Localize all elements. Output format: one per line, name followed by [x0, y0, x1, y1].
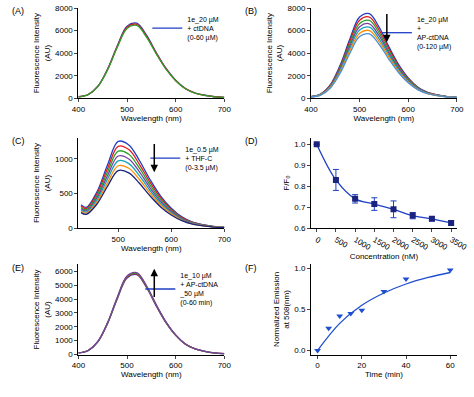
svg-text:600: 600 — [169, 105, 183, 114]
svg-text:6000: 6000 — [55, 26, 73, 35]
svg-text:0: 0 — [301, 94, 306, 103]
svg-text:(B): (B) — [245, 6, 257, 16]
svg-text:3000: 3000 — [429, 235, 449, 252]
svg-text:1500: 1500 — [371, 235, 391, 252]
svg-text:(A): (A) — [12, 6, 24, 16]
svg-text:0: 0 — [68, 350, 73, 359]
svg-text:700: 700 — [218, 105, 232, 114]
svg-text:2000: 2000 — [55, 71, 73, 80]
svg-text:2000: 2000 — [55, 323, 73, 332]
svg-text:Wavelength (nm): Wavelength (nm) — [121, 370, 182, 379]
svg-text:4000: 4000 — [55, 295, 73, 304]
svg-text:400: 400 — [304, 105, 318, 114]
svg-text:500: 500 — [333, 235, 350, 250]
svg-text:0: 0 — [68, 224, 73, 233]
svg-text:Wavelength (nm): Wavelength (nm) — [354, 114, 415, 123]
svg-text:0.6: 0.6 — [294, 224, 306, 233]
svg-text:2500: 2500 — [410, 235, 430, 252]
svg-text:0: 0 — [68, 94, 73, 103]
svg-text:0: 0 — [314, 235, 323, 245]
svg-text:1000: 1000 — [55, 336, 73, 345]
svg-text:Fluorescence Intensity(AU): Fluorescence Intensity(AU) — [32, 13, 51, 93]
svg-text:(F): (F) — [245, 263, 257, 273]
svg-text:1e_0.5 µM+ THF-C(0-3.5 µM): 1e_0.5 µM+ THF-C(0-3.5 µM) — [185, 146, 218, 172]
svg-text:2000: 2000 — [391, 235, 411, 252]
svg-text:(D): (D) — [245, 136, 258, 146]
svg-text:Fluorescence Intensity(AU): Fluorescence Intensity(AU) — [32, 143, 51, 223]
svg-text:1000: 1000 — [55, 155, 73, 164]
svg-text:Normalized Emissionat 508(nm): Normalized Emissionat 508(nm) — [272, 272, 291, 347]
svg-text:600: 600 — [402, 105, 416, 114]
svg-text:(E): (E) — [12, 263, 24, 273]
svg-text:Time (min): Time (min) — [365, 370, 403, 379]
svg-text:0.7: 0.7 — [294, 203, 306, 212]
svg-text:Concentration (nM): Concentration (nM) — [350, 252, 419, 261]
svg-text:0.0: 0.0 — [294, 346, 306, 355]
svg-text:400: 400 — [72, 105, 86, 114]
svg-text:500: 500 — [353, 105, 367, 114]
svg-text:20: 20 — [357, 361, 366, 370]
svg-text:60: 60 — [446, 361, 455, 370]
svg-text:600: 600 — [169, 361, 183, 370]
svg-text:4000: 4000 — [288, 49, 306, 58]
svg-text:Wavelength (nm): Wavelength (nm) — [121, 114, 182, 123]
svg-text:500: 500 — [112, 235, 126, 244]
svg-text:1e_20 µM+ ctDNA(0-60 µM): 1e_20 µM+ ctDNA(0-60 µM) — [187, 16, 218, 42]
svg-text:1.0: 1.0 — [294, 264, 306, 273]
svg-text:0.5: 0.5 — [294, 305, 306, 314]
svg-text:1e_10 µM+ AP-ctDNA_50 µM(0-60: 1e_10 µM+ AP-ctDNA_50 µM(0-60 min) — [179, 272, 218, 307]
svg-text:700: 700 — [218, 361, 232, 370]
svg-text:F/F₀: F/F₀ — [282, 175, 291, 190]
svg-text:500: 500 — [120, 361, 134, 370]
svg-text:Fluorescence Intensity(AU): Fluorescence Intensity(AU) — [265, 13, 284, 93]
svg-text:0.8: 0.8 — [294, 182, 306, 191]
svg-text:8000: 8000 — [55, 4, 73, 13]
svg-text:(C): (C) — [12, 136, 25, 146]
svg-text:600: 600 — [165, 235, 179, 244]
svg-text:8000: 8000 — [288, 4, 306, 13]
svg-text:1e_20 µM+AP-ctDNA(0-120 µM): 1e_20 µM+AP-ctDNA(0-120 µM) — [417, 16, 451, 51]
svg-text:0.9: 0.9 — [294, 161, 306, 170]
svg-text:6000: 6000 — [55, 267, 73, 276]
svg-text:3000: 3000 — [55, 309, 73, 318]
svg-text:500: 500 — [120, 105, 134, 114]
svg-text:1000: 1000 — [352, 235, 372, 252]
svg-text:700: 700 — [450, 105, 464, 114]
svg-text:Fluorescence Intensity(AU): Fluorescence Intensity(AU) — [32, 269, 51, 349]
svg-text:400: 400 — [72, 361, 86, 370]
svg-text:40: 40 — [402, 361, 411, 370]
svg-text:4000: 4000 — [55, 49, 73, 58]
svg-text:Wavelength (nm): Wavelength (nm) — [121, 244, 182, 253]
svg-text:1.0: 1.0 — [294, 140, 306, 149]
svg-text:0: 0 — [315, 361, 320, 370]
svg-text:6000: 6000 — [288, 26, 306, 35]
svg-text:3500: 3500 — [448, 235, 468, 252]
svg-text:500: 500 — [59, 189, 73, 198]
svg-text:700: 700 — [218, 235, 232, 244]
svg-text:5000: 5000 — [55, 281, 73, 290]
svg-text:2000: 2000 — [288, 71, 306, 80]
